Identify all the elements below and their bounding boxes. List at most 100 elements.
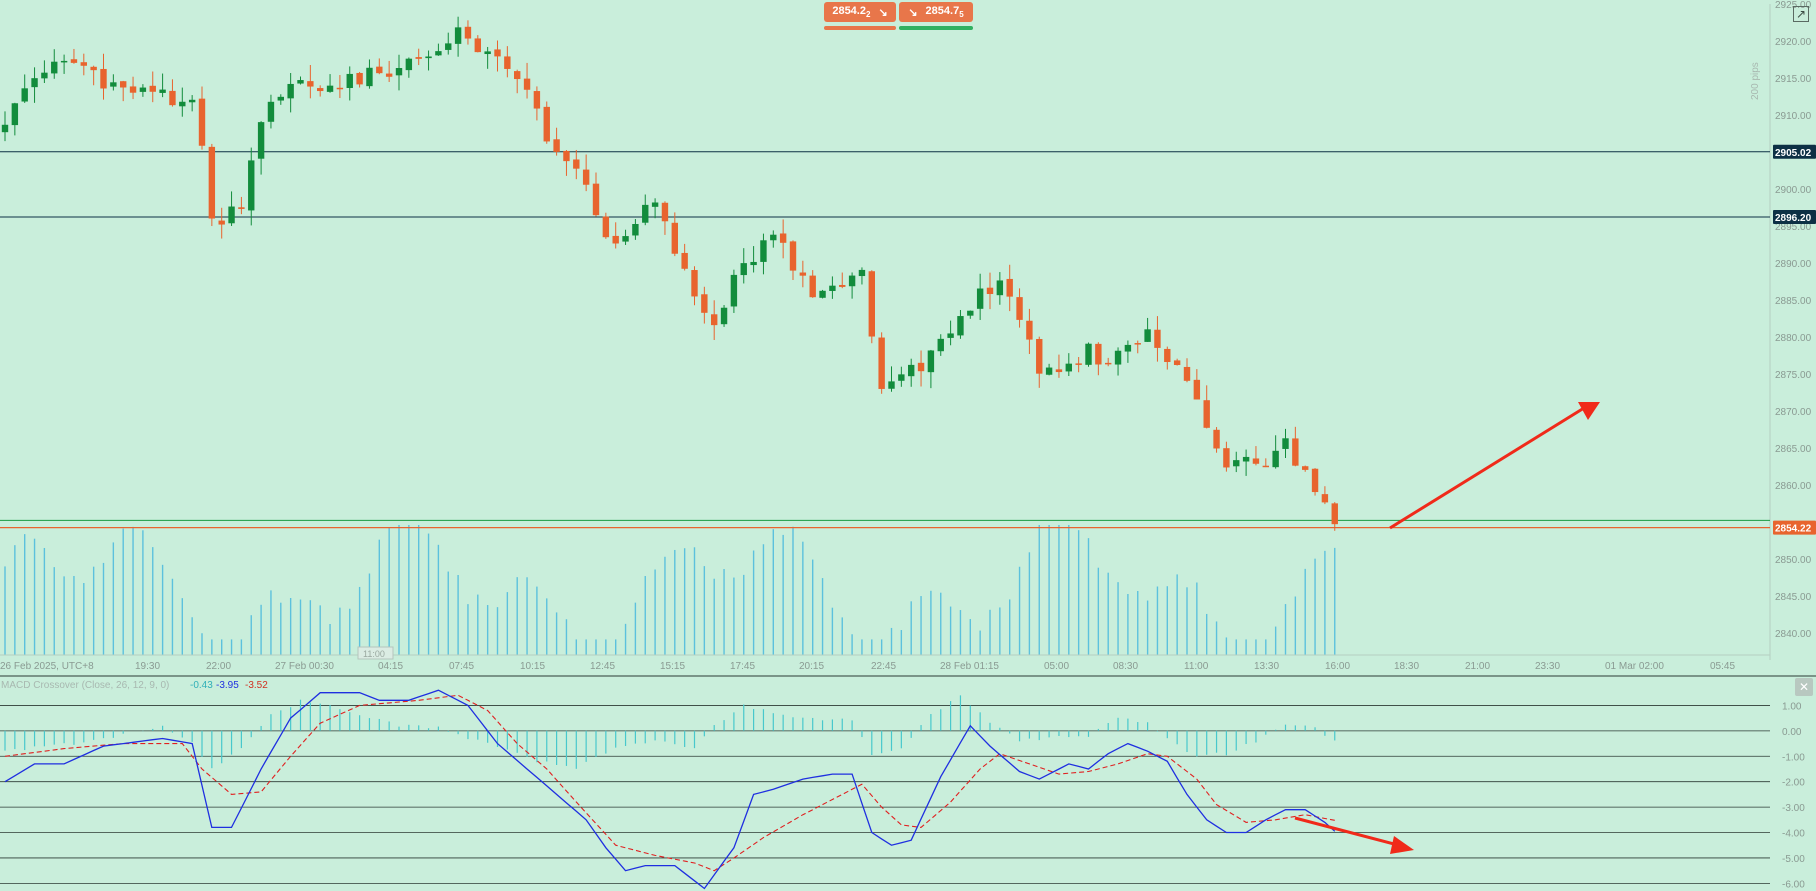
- macd-axis-label: -1.00: [1782, 752, 1805, 763]
- candle-body: [435, 51, 442, 56]
- time-axis-label: 11:00: [1184, 661, 1209, 672]
- candle-body: [1311, 468, 1319, 493]
- candle-body: [582, 169, 590, 185]
- candle-body: [415, 57, 422, 59]
- candle-body: [1124, 344, 1132, 352]
- candle-body: [208, 146, 216, 219]
- close-icon[interactable]: ✕: [1795, 678, 1813, 696]
- time-axis-label: 22:00: [206, 661, 231, 672]
- candle-body: [1105, 362, 1112, 365]
- candle-body: [868, 271, 875, 337]
- price-axis-label: 2915.00: [1775, 74, 1812, 85]
- candle-body: [701, 294, 708, 313]
- candle-body: [651, 202, 659, 207]
- arrow-down-right-icon: ↘: [908, 6, 918, 19]
- time-cursor-label: 11:00: [363, 649, 385, 659]
- macd-signal-value: -3.52: [245, 680, 268, 691]
- candle-body: [1114, 350, 1122, 365]
- candle-body: [612, 235, 619, 244]
- candle-body: [1006, 278, 1013, 297]
- candle-body: [139, 87, 147, 92]
- price-level-tag-text: 2905.02: [1775, 148, 1812, 159]
- price-axis-label: 2910.00: [1775, 111, 1812, 122]
- candle-body: [1065, 363, 1072, 372]
- time-axis-label: 04:15: [378, 661, 403, 672]
- candle-body: [1164, 348, 1171, 363]
- price-axis-label: 2845.00: [1775, 592, 1812, 603]
- candle-body: [257, 122, 265, 159]
- time-axis-label: 28 Feb 01:15: [940, 661, 999, 672]
- time-axis-label: 16:00: [1325, 661, 1350, 672]
- candle-body: [297, 80, 304, 84]
- candle-body: [858, 269, 866, 277]
- trend-arrow-up-head: [1578, 402, 1600, 420]
- macd-axis-label: 0.00: [1782, 727, 1802, 738]
- buy-spread-bar: [899, 26, 973, 30]
- candle-body: [878, 337, 885, 389]
- popout-icon[interactable]: ↗: [1793, 6, 1809, 22]
- candle-body: [1026, 320, 1033, 340]
- candle-body: [908, 364, 915, 377]
- candle-body: [1233, 460, 1240, 467]
- candle-body: [671, 222, 678, 254]
- sell-price-pip: 2: [865, 10, 871, 20]
- trend-arrow-down: [1294, 816, 1399, 847]
- candle-body: [405, 58, 413, 71]
- candle-body: [523, 78, 531, 90]
- candle-body: [720, 307, 728, 325]
- candle-body: [770, 234, 777, 241]
- macd-axis-label: -6.00: [1782, 879, 1805, 890]
- candle-body: [711, 314, 718, 326]
- candle-body: [120, 81, 127, 88]
- time-axis-label: 12:45: [590, 661, 615, 672]
- price-level-tag-text: 2854.22: [1775, 524, 1812, 535]
- candle-body: [602, 216, 610, 238]
- time-axis-label: 21:00: [1465, 661, 1490, 672]
- candle-body: [395, 68, 403, 76]
- candle-body: [898, 374, 905, 381]
- candle-body: [287, 83, 294, 99]
- candle-body: [1292, 438, 1299, 466]
- candle-body: [346, 73, 353, 89]
- time-axis-label: 26 Feb 2025, UTC+8: [0, 661, 94, 672]
- price-axis-label: 2840.00: [1775, 629, 1812, 640]
- time-axis-label: 05:00: [1044, 661, 1069, 672]
- candle-body: [937, 338, 944, 352]
- candle-body: [1183, 366, 1191, 381]
- candle-body: [1055, 369, 1063, 373]
- candle-body: [1302, 466, 1309, 470]
- price-axis-label: 2925.00: [1775, 0, 1812, 11]
- time-axis-label: 05:45: [1710, 661, 1735, 672]
- candle-body: [317, 88, 324, 92]
- candle-body: [218, 220, 225, 225]
- time-axis-label: 23:30: [1535, 661, 1560, 672]
- price-axis-label: 2865.00: [1775, 444, 1812, 455]
- price-axis-label: 2900.00: [1775, 185, 1812, 196]
- candle-body: [425, 56, 432, 59]
- buy-price: 2854.7: [925, 4, 960, 17]
- macd-axis-label: -2.00: [1782, 778, 1805, 789]
- candle-body: [888, 381, 895, 389]
- candle-body: [1203, 400, 1210, 428]
- candle-body: [760, 240, 767, 262]
- candle-body: [819, 290, 826, 298]
- candle-body: [179, 101, 186, 107]
- candle-body: [543, 106, 550, 142]
- macd-title: MACD Crossover (Close, 26, 12, 9, 0): [1, 680, 169, 691]
- arrow-down-right-icon: ↘: [878, 6, 888, 19]
- candle-body: [336, 87, 344, 90]
- buy-button[interactable]: ↘ 2854.75: [899, 2, 973, 22]
- candle-body: [740, 263, 747, 276]
- candle-body: [494, 49, 501, 57]
- macd-axis-label: 1.00: [1782, 701, 1802, 712]
- sell-button[interactable]: 2854.22 ↘: [824, 2, 896, 22]
- candle-body: [592, 183, 600, 216]
- candle-body: [326, 85, 334, 92]
- candle-body: [376, 66, 383, 74]
- sell-spread-bar: [824, 26, 896, 30]
- candle-body: [51, 61, 58, 74]
- price-axis-label: 2885.00: [1775, 296, 1812, 307]
- candle-body: [80, 62, 87, 66]
